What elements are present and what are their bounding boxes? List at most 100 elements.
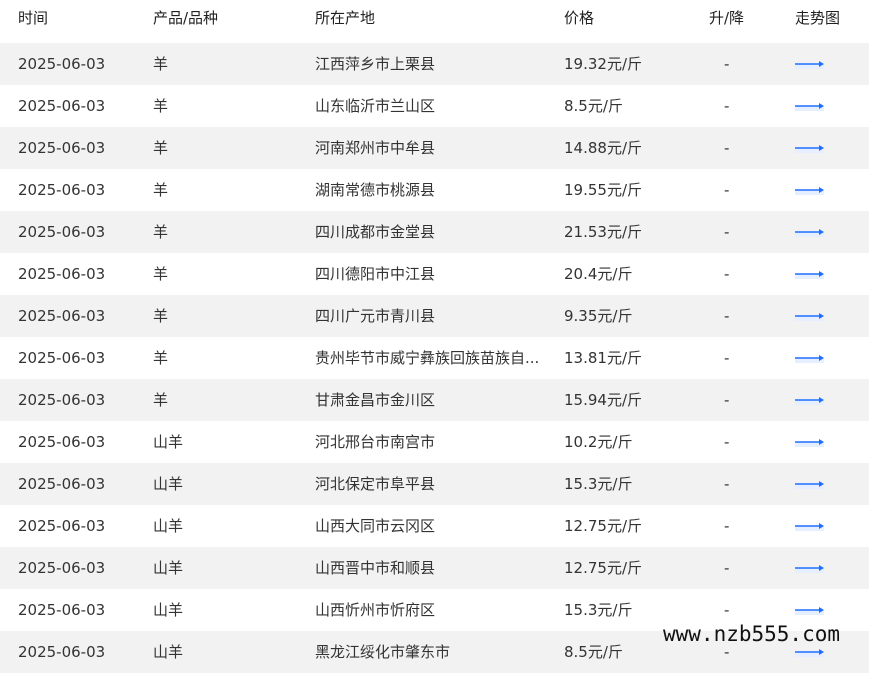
cell-price: 21.53元/斤	[564, 223, 642, 241]
cell-change: -	[724, 55, 730, 73]
cell-change: -	[724, 391, 730, 409]
table-row: 2025-06-03 羊 河南郑州市中牟县 14.88元/斤 -	[0, 127, 869, 169]
cell-product: 羊	[153, 55, 169, 73]
cell-location: 山东临沂市兰山区	[315, 97, 436, 115]
cell-date: 2025-06-03	[18, 559, 106, 577]
table-row: 2025-06-03 羊 贵州毕节市威宁彝族回族苗族自... 13.81元/斤 …	[0, 337, 869, 379]
arrow-right-icon[interactable]	[795, 311, 824, 321]
cell-location: 甘肃金昌市金川区	[315, 391, 436, 409]
cell-product: 山羊	[153, 475, 184, 493]
arrow-right-icon[interactable]	[795, 353, 824, 363]
cell-product: 山羊	[153, 559, 184, 577]
cell-product: 羊	[153, 139, 169, 157]
cell-date: 2025-06-03	[18, 349, 106, 367]
cell-location: 山西晋中市和顺县	[315, 559, 436, 577]
cell-date: 2025-06-03	[18, 601, 106, 619]
cell-location: 四川广元市青川县	[315, 307, 436, 325]
cell-product: 山羊	[153, 433, 184, 451]
cell-product: 羊	[153, 223, 169, 241]
cell-location: 山西大同市云冈区	[315, 517, 436, 535]
cell-price: 12.75元/斤	[564, 517, 642, 535]
cell-location: 四川成都市金堂县	[315, 223, 436, 241]
cell-change: -	[724, 223, 730, 241]
cell-date: 2025-06-03	[18, 517, 106, 535]
cell-date: 2025-06-03	[18, 139, 106, 157]
cell-date: 2025-06-03	[18, 265, 106, 283]
table-row: 2025-06-03 羊 江西萍乡市上栗县 19.32元/斤 -	[0, 43, 869, 85]
header-location: 所在产地	[315, 9, 376, 27]
cell-location: 四川德阳市中江县	[315, 265, 436, 283]
arrow-right-icon[interactable]	[795, 227, 824, 237]
arrow-right-icon[interactable]	[795, 647, 824, 657]
cell-location: 贵州毕节市威宁彝族回族苗族自...	[315, 349, 540, 367]
cell-price: 19.55元/斤	[564, 181, 642, 199]
cell-change: -	[724, 307, 730, 325]
arrow-right-icon[interactable]	[795, 521, 824, 531]
table-row: 2025-06-03 羊 四川德阳市中江县 20.4元/斤 -	[0, 253, 869, 295]
cell-location: 山西忻州市忻府区	[315, 601, 436, 619]
cell-price: 8.5元/斤	[564, 97, 623, 115]
cell-change: -	[724, 643, 730, 661]
table-row: 2025-06-03 羊 四川成都市金堂县 21.53元/斤 -	[0, 211, 869, 253]
cell-price: 14.88元/斤	[564, 139, 642, 157]
cell-date: 2025-06-03	[18, 475, 106, 493]
table-row: 2025-06-03 羊 山东临沂市兰山区 8.5元/斤 -	[0, 85, 869, 127]
cell-price: 15.94元/斤	[564, 391, 642, 409]
arrow-right-icon[interactable]	[795, 563, 824, 573]
cell-product: 羊	[153, 181, 169, 199]
cell-change: -	[724, 433, 730, 451]
cell-location: 河南郑州市中牟县	[315, 139, 436, 157]
arrow-right-icon[interactable]	[795, 101, 824, 111]
cell-price: 20.4元/斤	[564, 265, 633, 283]
table-row: 2025-06-03 山羊 河北邢台市南宫市 10.2元/斤 -	[0, 421, 869, 463]
cell-date: 2025-06-03	[18, 307, 106, 325]
cell-price: 10.2元/斤	[564, 433, 633, 451]
cell-change: -	[724, 349, 730, 367]
cell-date: 2025-06-03	[18, 643, 106, 661]
cell-change: -	[724, 559, 730, 577]
header-product: 产品/品种	[153, 9, 219, 27]
cell-price: 8.5元/斤	[564, 643, 623, 661]
cell-price: 19.32元/斤	[564, 55, 642, 73]
cell-location: 河北邢台市南宫市	[315, 433, 436, 451]
cell-change: -	[724, 265, 730, 283]
cell-date: 2025-06-03	[18, 181, 106, 199]
cell-product: 羊	[153, 391, 169, 409]
cell-price: 15.3元/斤	[564, 475, 633, 493]
table-header: 时间 产品/品种 所在产地 价格 升/降 走势图	[0, 0, 869, 38]
cell-product: 山羊	[153, 643, 184, 661]
header-change: 升/降	[709, 9, 745, 27]
arrow-right-icon[interactable]	[795, 59, 824, 69]
cell-change: -	[724, 97, 730, 115]
arrow-right-icon[interactable]	[795, 185, 824, 195]
watermark: www.nzb555.com	[663, 622, 841, 646]
cell-product: 山羊	[153, 517, 184, 535]
cell-price: 13.81元/斤	[564, 349, 642, 367]
cell-location: 湖南常德市桃源县	[315, 181, 436, 199]
header-trend: 走势图	[795, 9, 841, 27]
table-row: 2025-06-03 山羊 山西大同市云冈区 12.75元/斤 -	[0, 505, 869, 547]
cell-product: 羊	[153, 307, 169, 325]
arrow-right-icon[interactable]	[795, 605, 824, 615]
table-row: 2025-06-03 山羊 河北保定市阜平县 15.3元/斤 -	[0, 463, 869, 505]
arrow-right-icon[interactable]	[795, 269, 824, 279]
table-row: 2025-06-03 羊 湖南常德市桃源县 19.55元/斤 -	[0, 169, 869, 211]
table-row: 2025-06-03 山羊 山西晋中市和顺县 12.75元/斤 -	[0, 547, 869, 589]
arrow-right-icon[interactable]	[795, 479, 824, 489]
header-price: 价格	[564, 9, 595, 27]
cell-date: 2025-06-03	[18, 391, 106, 409]
cell-change: -	[724, 601, 730, 619]
arrow-right-icon[interactable]	[795, 437, 824, 447]
cell-location: 江西萍乡市上栗县	[315, 55, 436, 73]
cell-change: -	[724, 139, 730, 157]
cell-change: -	[724, 517, 730, 535]
cell-date: 2025-06-03	[18, 433, 106, 451]
table-row: 2025-06-03 羊 四川广元市青川县 9.35元/斤 -	[0, 295, 869, 337]
cell-product: 羊	[153, 265, 169, 283]
arrow-right-icon[interactable]	[795, 395, 824, 405]
arrow-right-icon[interactable]	[795, 143, 824, 153]
cell-location: 河北保定市阜平县	[315, 475, 436, 493]
table-row: 2025-06-03 羊 甘肃金昌市金川区 15.94元/斤 -	[0, 379, 869, 421]
cell-price: 15.3元/斤	[564, 601, 633, 619]
cell-product: 山羊	[153, 601, 184, 619]
